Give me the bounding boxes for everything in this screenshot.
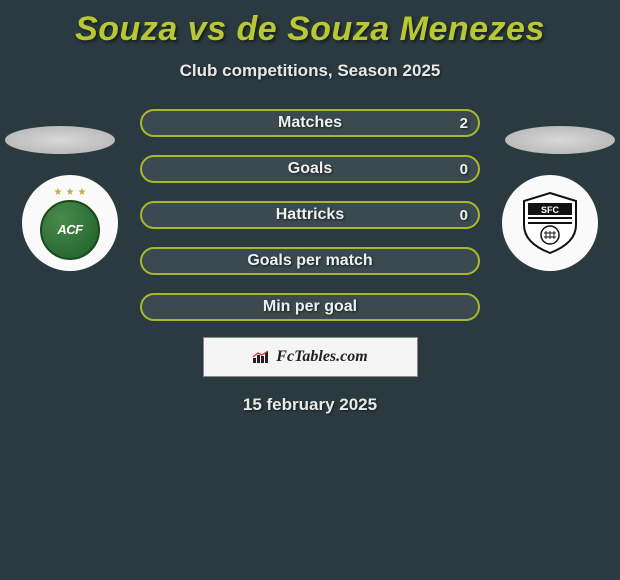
stat-row: Matches 2 — [140, 109, 480, 137]
player-left-placeholder — [5, 126, 115, 154]
stat-label: Goals per match — [247, 252, 372, 270]
svg-text:SFC: SFC — [541, 205, 560, 215]
star-icon: ★ — [77, 187, 86, 198]
stat-row: Goals per match — [140, 247, 480, 275]
stat-label: Min per goal — [263, 298, 357, 316]
star-icon: ★ — [66, 187, 75, 198]
player-right-placeholder — [505, 126, 615, 154]
badge-crest-left: ACF — [40, 200, 100, 260]
stat-right-value: 2 — [460, 115, 468, 132]
stat-label: Goals — [288, 160, 332, 178]
stat-row: Hattricks 0 — [140, 201, 480, 229]
stat-label: Hattricks — [276, 206, 344, 224]
chart-icon — [252, 350, 270, 364]
branding-tag: FcTables.com — [203, 337, 418, 377]
badge-left-short: ACF — [57, 222, 82, 237]
badge-crest-right: SFC — [516, 189, 584, 257]
stat-row: Goals 0 — [140, 155, 480, 183]
stat-right-value: 0 — [460, 161, 468, 178]
subtitle: Club competitions, Season 2025 — [0, 61, 620, 81]
badge-stars: ★ ★ ★ — [54, 187, 87, 198]
stats-list: Matches 2 Goals 0 Hattricks 0 Goals per … — [140, 109, 480, 321]
team-badge-right: SFC — [502, 175, 598, 271]
page-title: Souza vs de Souza Menezes — [0, 0, 620, 49]
stat-right-value: 0 — [460, 207, 468, 224]
star-icon: ★ — [54, 187, 63, 198]
team-badge-left: ★ ★ ★ ACF — [22, 175, 118, 271]
stat-label: Matches — [278, 114, 342, 132]
shield-icon: SFC — [516, 189, 584, 257]
date-label: 15 february 2025 — [0, 395, 620, 415]
stat-row: Min per goal — [140, 293, 480, 321]
branding-label: FcTables.com — [276, 348, 367, 366]
